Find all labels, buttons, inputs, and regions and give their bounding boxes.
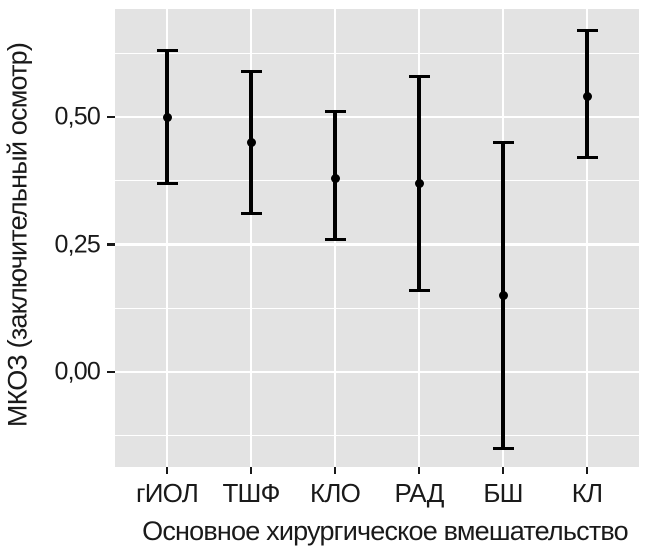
y-minor-gridline xyxy=(115,435,639,437)
y-tick-mark xyxy=(107,243,115,246)
x-tick-mark xyxy=(249,467,253,474)
point-estimate-БШ xyxy=(498,291,508,300)
errorbar-cap-lower-РАД xyxy=(408,288,430,292)
x-axis-title: Основное хирургическое вмешательство xyxy=(142,516,629,546)
plot-panel xyxy=(115,9,639,467)
y-major-gridline xyxy=(115,115,639,119)
y-minor-gridline xyxy=(115,307,639,309)
errorbar-cap-upper-БШ xyxy=(492,140,514,145)
x-tick-label: КЛ xyxy=(571,478,603,508)
errorbar-cap-lower-БШ xyxy=(492,446,514,451)
point-estimate-КЛ xyxy=(582,92,592,102)
y-minor-gridline xyxy=(115,180,639,182)
y-major-gridline xyxy=(115,370,639,374)
x-tick-mark xyxy=(417,467,421,474)
point-estimate-гИОЛ xyxy=(162,112,172,122)
errorbar-cap-upper-КЛ xyxy=(576,28,598,32)
errorbar-cap-lower-КЛО xyxy=(324,237,346,241)
errorbar-cap-upper-КЛО xyxy=(324,110,346,114)
x-tick-mark xyxy=(165,467,169,474)
x-tick-label: ТШФ xyxy=(222,478,280,508)
point-estimate-ТШФ xyxy=(246,138,256,147)
errorbar-cap-lower-КЛ xyxy=(576,156,598,160)
x-major-gridline xyxy=(585,9,589,467)
x-major-gridline xyxy=(249,9,253,467)
x-tick-mark xyxy=(585,467,589,474)
point-estimate-РАД xyxy=(414,178,424,188)
errorbar-cap-upper-РАД xyxy=(408,74,430,78)
x-tick-label: КЛО xyxy=(309,478,361,508)
y-minor-gridline xyxy=(115,52,639,54)
y-tick-mark xyxy=(107,115,115,119)
y-tick-mark xyxy=(107,370,115,374)
point-estimate-КЛО xyxy=(330,173,340,183)
y-tick-label: 0,00 xyxy=(54,357,101,386)
y-major-gridline xyxy=(115,243,639,246)
errorbar-cap-lower-ТШФ xyxy=(240,212,262,216)
errorbar-cap-upper-ТШФ xyxy=(240,69,262,73)
x-tick-mark xyxy=(333,467,337,474)
x-tick-label: РАД xyxy=(394,478,444,508)
x-major-gridline xyxy=(165,9,169,467)
errorbar-cap-upper-гИОЛ xyxy=(156,49,178,53)
x-tick-label: гИОЛ xyxy=(136,478,199,508)
y-tick-label: 0,25 xyxy=(54,230,101,258)
y-tick-label: 0,50 xyxy=(54,102,101,131)
x-tick-label: БШ xyxy=(483,478,523,508)
x-tick-mark xyxy=(501,467,505,474)
errorbar-cap-lower-гИОЛ xyxy=(156,181,178,185)
